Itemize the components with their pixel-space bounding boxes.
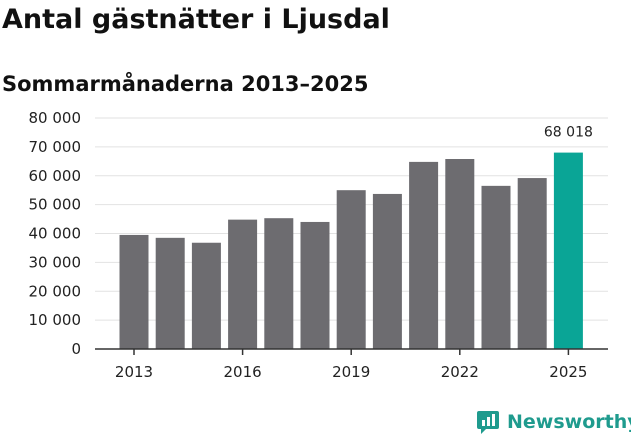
newsworthy-logo: Newsworthy: [476, 408, 631, 436]
chart-subtitle: Sommarmånaderna 2013–2025: [2, 72, 369, 96]
chart-title: Antal gästnätter i Ljusdal: [2, 4, 390, 35]
x-tick-label: 2019: [332, 363, 370, 381]
bar-2016: [228, 219, 258, 349]
bar-2013: [119, 234, 149, 349]
x-tick-label: 2016: [224, 363, 262, 381]
bar-2023: [481, 185, 511, 349]
y-axis-ticks: 0 10 000 20 000 30 000 40 000 50 000 60 000 70 …: [29, 109, 82, 358]
data-labels: 68 018: [544, 125, 593, 141]
y-tick-label: 0: [71, 340, 81, 358]
bar-2017: [264, 218, 294, 349]
bar-2024: [517, 178, 547, 349]
bar-2018: [300, 221, 330, 349]
x-axis: 2013 2016 2019 2022 2025: [95, 348, 608, 381]
y-tick-label: 30 000: [29, 253, 82, 271]
bars: [119, 152, 583, 349]
y-tick-label: 80 000: [29, 109, 82, 127]
y-tick-label: 20 000: [29, 282, 82, 300]
brand-name: Newsworthy: [507, 411, 631, 433]
bar-2015: [191, 242, 221, 349]
bar-2025: [553, 152, 583, 349]
x-tick-label: 2025: [549, 363, 587, 381]
y-tick-label: 50 000: [29, 196, 82, 214]
y-tick-label: 60 000: [29, 167, 82, 185]
x-tick-label: 2022: [441, 363, 479, 381]
bar-2019: [336, 190, 366, 349]
data-label-2025: 68 018: [544, 125, 593, 141]
y-tick-label: 70 000: [29, 138, 82, 156]
y-tick-label: 10 000: [29, 311, 82, 329]
bar-2020: [372, 193, 402, 349]
bar-2021: [409, 161, 439, 349]
bar-2022: [445, 159, 475, 349]
bar-2014: [155, 237, 185, 349]
x-tick-label: 2013: [115, 363, 153, 381]
newsworthy-icon: [477, 411, 499, 434]
y-tick-label: 40 000: [29, 225, 82, 243]
